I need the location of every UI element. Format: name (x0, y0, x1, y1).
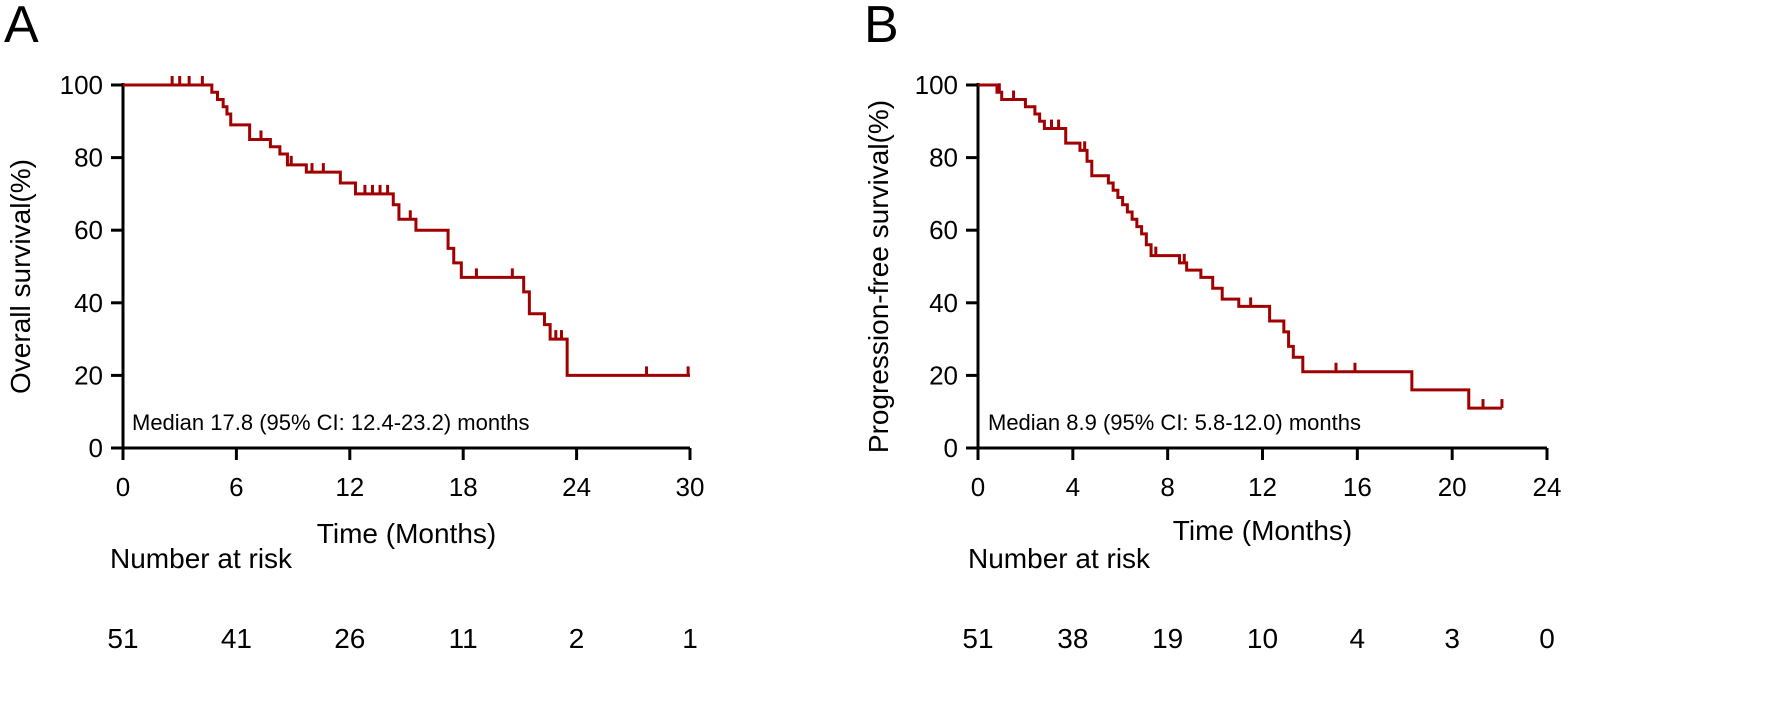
y-tick-label: 40 (929, 288, 958, 318)
x-tick-label: 18 (449, 472, 478, 502)
number-at-risk-value: 4 (1350, 623, 1366, 654)
number-at-risk-title: Number at risk (110, 543, 293, 574)
y-tick-label: 60 (74, 215, 103, 245)
y-tick-label: 60 (929, 215, 958, 245)
y-tick-label: 40 (74, 288, 103, 318)
y-tick-label: 100 (60, 70, 103, 100)
number-at-risk-value: 1 (682, 623, 698, 654)
x-tick-label: 6 (229, 472, 243, 502)
x-axis-title: Time (Months) (1173, 515, 1352, 546)
y-axis-title: Progression-free survival(%) (863, 100, 894, 453)
y-tick-label: 80 (929, 143, 958, 173)
x-tick-label: 12 (1248, 472, 1277, 502)
y-axis-title: Overall survival(%) (5, 159, 36, 394)
y-tick-label: 100 (915, 70, 958, 100)
y-tick-label: 0 (89, 433, 103, 463)
x-tick-label: 30 (676, 472, 705, 502)
panel-label-b: B (864, 0, 899, 54)
median-annotation: Median 8.9 (95% CI: 5.8-12.0) months (988, 410, 1361, 435)
number-at-risk-value: 51 (962, 623, 993, 654)
x-tick-label: 8 (1160, 472, 1174, 502)
x-axis-title: Time (Months) (317, 518, 496, 549)
number-at-risk-value: 38 (1057, 623, 1088, 654)
x-tick-label: 24 (1533, 472, 1562, 502)
number-at-risk-value: 41 (221, 623, 252, 654)
number-at-risk-value: 11 (449, 623, 478, 654)
number-at-risk-value: 2 (569, 623, 585, 654)
survival-curve (123, 83, 690, 377)
number-at-risk-value: 0 (1539, 623, 1555, 654)
number-at-risk-value: 26 (334, 623, 365, 654)
panel-label-a: A (4, 0, 39, 54)
y-tick-label: 80 (74, 143, 103, 173)
y-tick-label: 0 (944, 433, 958, 463)
x-tick-label: 4 (1066, 472, 1080, 502)
x-tick-label: 16 (1343, 472, 1372, 502)
x-tick-label: 12 (335, 472, 364, 502)
x-tick-label: 24 (562, 472, 591, 502)
x-tick-label: 0 (116, 472, 130, 502)
number-at-risk-value: 51 (107, 623, 138, 654)
x-tick-label: 20 (1438, 472, 1467, 502)
number-at-risk-title: Number at risk (968, 543, 1151, 574)
median-annotation: Median 17.8 (95% CI: 12.4-23.2) months (132, 410, 529, 435)
x-tick-label: 0 (971, 472, 985, 502)
number-at-risk-value: 3 (1444, 623, 1460, 654)
number-at-risk-value: 10 (1247, 623, 1278, 654)
y-tick-label: 20 (74, 360, 103, 390)
y-tick-label: 20 (929, 360, 958, 390)
survival-curve (978, 83, 1502, 410)
number-at-risk-value: 19 (1152, 623, 1183, 654)
